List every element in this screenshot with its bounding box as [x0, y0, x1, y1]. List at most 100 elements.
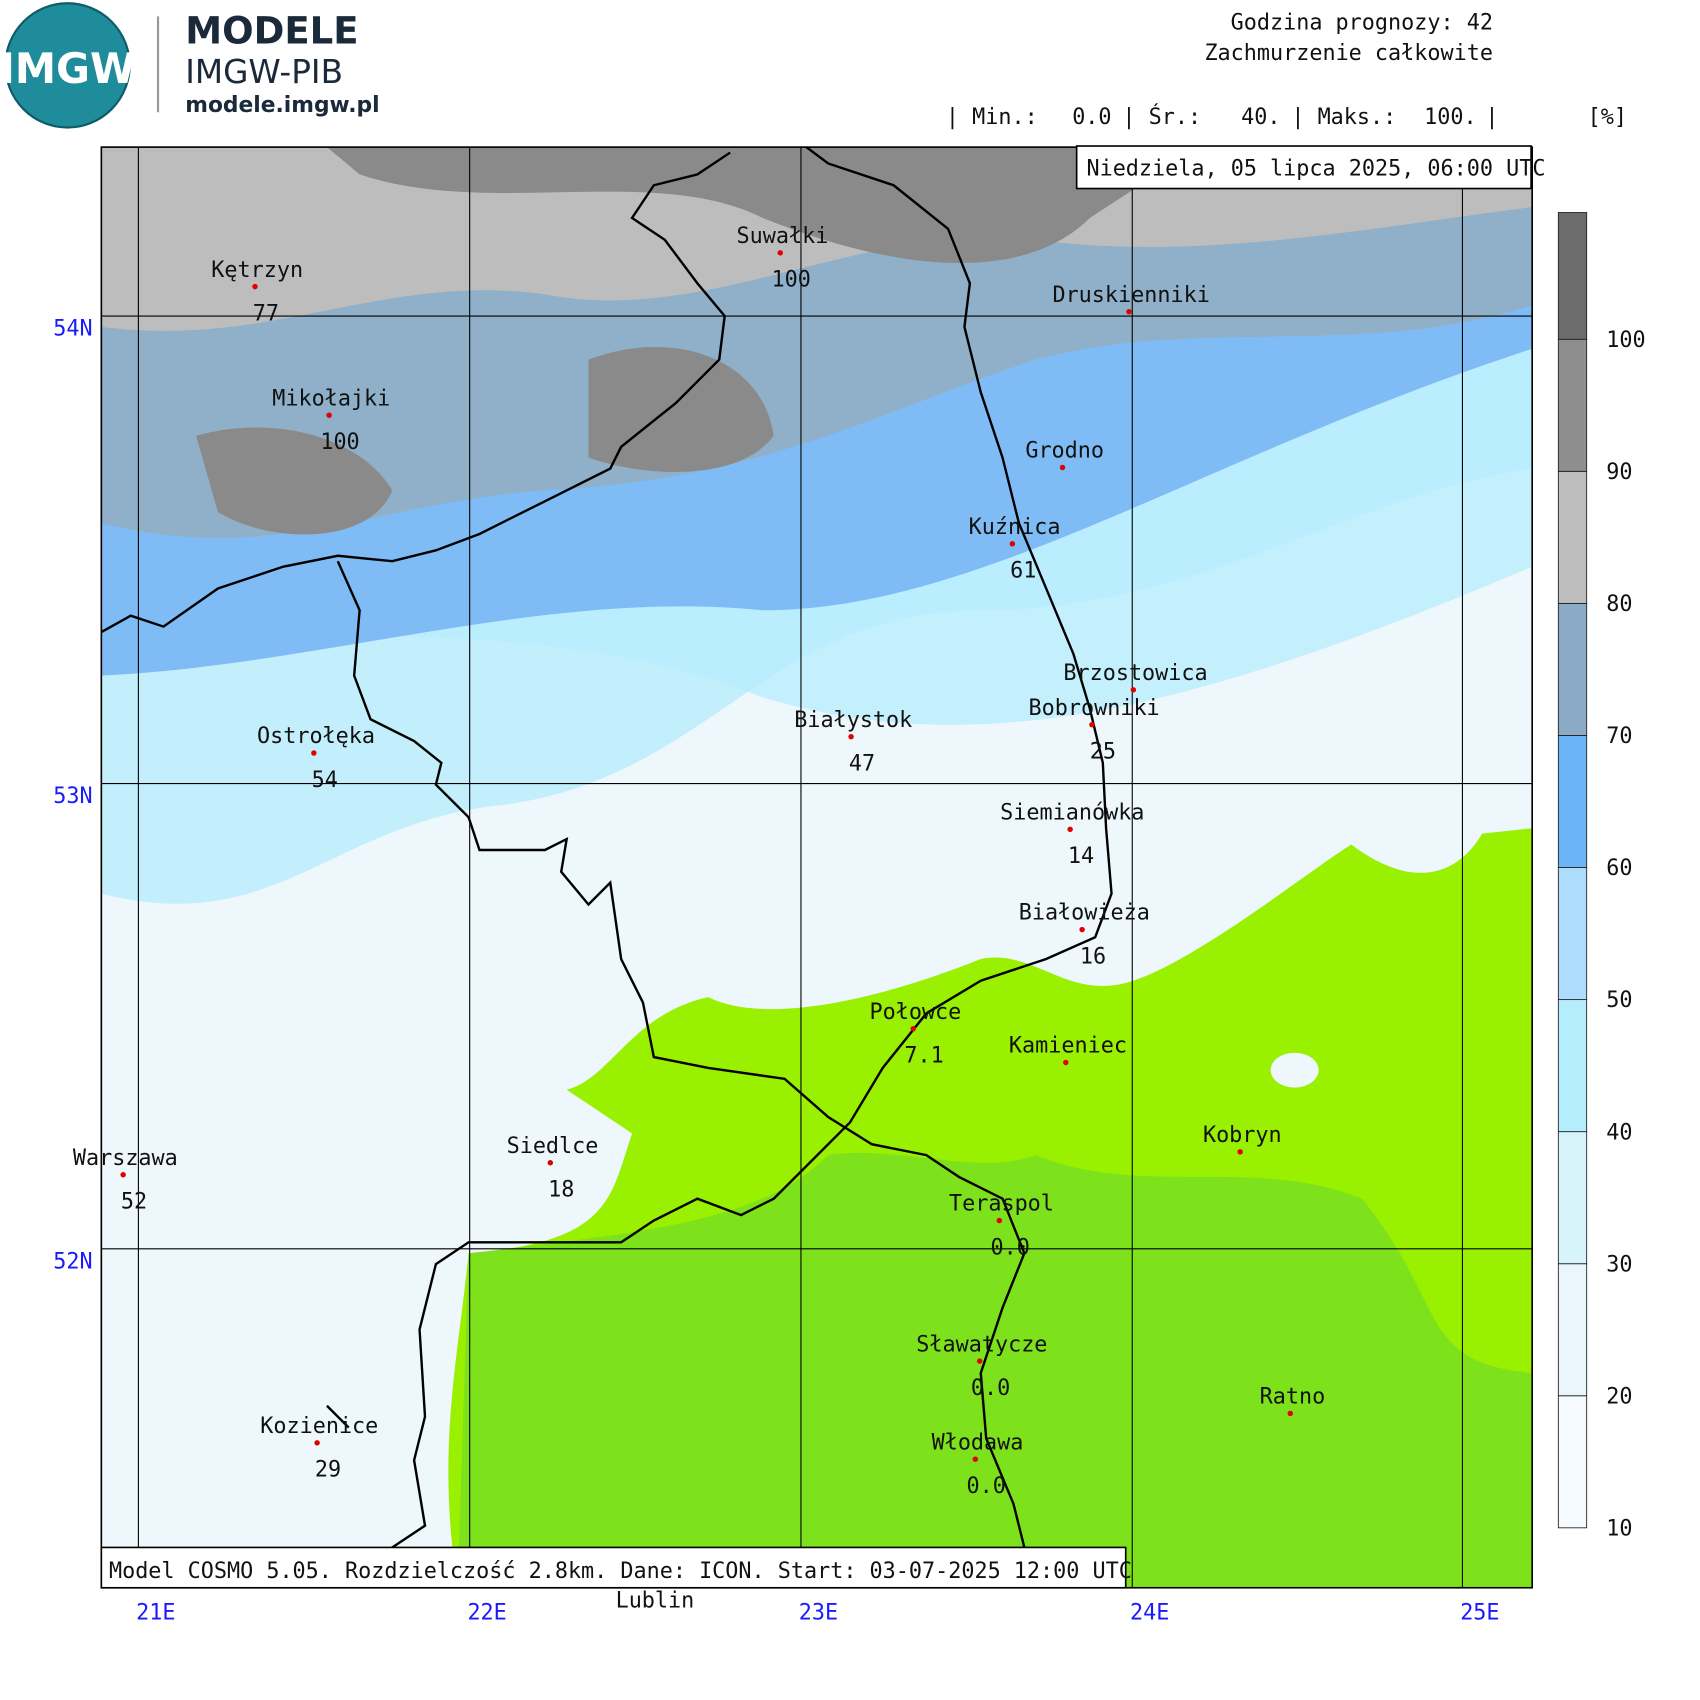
legend-swatch — [1557, 470, 1588, 604]
city-value: 47 — [849, 751, 875, 776]
city-dot — [311, 750, 317, 756]
city-dot — [1287, 1410, 1293, 1417]
city-dot — [848, 733, 854, 740]
legend-tick-label: 50 — [1606, 988, 1632, 1013]
logo: IMGW MODELE IMGW-PIB modele.imgw.pl — [0, 2, 380, 129]
city-value: 0.0 — [971, 1376, 1010, 1401]
footer: Model COSMO 5.05. Rozdzielczość 2.8km. D… — [109, 1559, 1132, 1584]
legend-swatch — [1557, 1395, 1588, 1529]
city-dot — [910, 1025, 916, 1032]
city-dot — [972, 1456, 979, 1462]
map-field — [101, 147, 1533, 1588]
city-value: 18 — [548, 1178, 574, 1203]
longitude-label: 23E — [799, 1600, 838, 1625]
longitude-label: 22E — [467, 1600, 506, 1625]
city-name: Kozienice — [260, 1414, 378, 1439]
city-value: 0.0 — [991, 1235, 1030, 1260]
legend-tick-label: 60 — [1606, 856, 1632, 881]
legend-tick-label: 70 — [1606, 724, 1632, 749]
longitude-label: 21E — [136, 1600, 175, 1625]
city-dot — [326, 412, 332, 418]
city-value: 16 — [1080, 944, 1106, 969]
legend-swatch — [1557, 735, 1588, 868]
parameter: Zachmurzenie całkowite — [1204, 41, 1493, 66]
brand-title: MODELE — [185, 10, 358, 53]
city-dot — [1126, 308, 1132, 315]
date-box — [1075, 145, 1532, 190]
legend-tick-label: 100 — [1606, 328, 1645, 353]
city-dot — [547, 1160, 554, 1166]
city-value: 54 — [312, 768, 338, 793]
city-value: 52 — [121, 1190, 147, 1215]
city-value: 25 — [1090, 739, 1116, 764]
city-name: Ratno — [1260, 1385, 1326, 1410]
longitude-label: 24E — [1130, 1600, 1169, 1625]
city-value: 100 — [771, 268, 810, 293]
legend-swatch — [1557, 602, 1588, 736]
city-name: Kobryn — [1203, 1123, 1282, 1148]
city-value: 0.0 — [967, 1474, 1006, 1499]
city-dot — [1089, 721, 1095, 728]
city-value: 61 — [1010, 559, 1036, 584]
legend-tick-label: 10 — [1606, 1516, 1632, 1541]
city-dot — [1130, 687, 1137, 693]
latitude-label: 54N — [53, 317, 92, 342]
longitude-label: 25E — [1460, 1600, 1499, 1625]
city-name: Włodawa — [932, 1430, 1024, 1455]
city-name: Druskienniki — [1052, 283, 1209, 308]
logo-text: IMGW — [0, 45, 136, 93]
city-dot — [777, 250, 783, 256]
legend-swatch — [1557, 212, 1588, 340]
city-dot — [1237, 1149, 1243, 1155]
city-name: Mikołajki — [272, 386, 390, 411]
city-name: Kuźnica — [969, 515, 1061, 540]
city-dot — [1059, 464, 1066, 471]
city-name: Siedlce — [507, 1134, 599, 1159]
city-dot — [996, 1217, 1003, 1224]
city-name: Ostrołęka — [257, 724, 375, 749]
city-name: Suwałki — [737, 224, 829, 249]
city-dot — [1009, 541, 1016, 547]
graticule — [101, 147, 1533, 1588]
legend-tick-label: 90 — [1606, 460, 1632, 485]
legend-swatch — [1557, 1263, 1588, 1397]
city-name: Brzostowica — [1063, 661, 1207, 686]
min-label: | Min.: — [946, 105, 1038, 130]
city-dot — [1067, 826, 1073, 833]
city-name: Białowieża — [1019, 901, 1150, 926]
city-dot — [120, 1172, 126, 1178]
mean-label: | Śr.: — [1122, 104, 1201, 130]
max-label: | Maks.: — [1291, 105, 1396, 130]
legend-swatch — [1557, 1131, 1588, 1265]
date-label: Niedziela, 05 lipca 2025, 06:00 UTC — [1086, 156, 1545, 181]
brand-subtitle: IMGW-PIB — [185, 53, 343, 91]
city-name: Połowce — [869, 1000, 961, 1025]
city-name: Kętrzyn — [211, 258, 303, 283]
unit: [%] — [1588, 105, 1627, 130]
city-dot — [252, 283, 258, 290]
city-value: 7.1 — [904, 1044, 943, 1069]
city-value: 14 — [1068, 844, 1094, 869]
legend-tick-label: 30 — [1606, 1252, 1632, 1277]
footer-box — [100, 1546, 1127, 1589]
city-name: Bobrowniki — [1029, 696, 1160, 721]
legend-swatch — [1557, 999, 1588, 1133]
legend-swatch — [1557, 867, 1588, 1001]
legend-swatch — [1557, 338, 1588, 472]
legend-tick-label: 40 — [1606, 1120, 1632, 1145]
city-name: Grodno — [1025, 439, 1104, 464]
separator: | — [1485, 105, 1498, 130]
hour-label-text: Godzina prognozy: — [1231, 10, 1454, 35]
city-dot — [976, 1358, 983, 1364]
city-dot — [1063, 1059, 1069, 1066]
legend: 10 20 30 40 50 60 70 80 90 100 — [1557, 212, 1646, 1541]
latitude-label: 52N — [53, 1249, 92, 1274]
city-name: Siemianówka — [1000, 800, 1144, 825]
city-dot — [1079, 926, 1085, 933]
city-name: Teraspol — [949, 1192, 1054, 1217]
legend-tick-label: 80 — [1606, 592, 1632, 617]
latitude-label: 53N — [53, 784, 92, 809]
city-name: Kamieniec — [1009, 1034, 1127, 1059]
hour-label: Godzina prognozy: 42 — [1231, 10, 1493, 35]
